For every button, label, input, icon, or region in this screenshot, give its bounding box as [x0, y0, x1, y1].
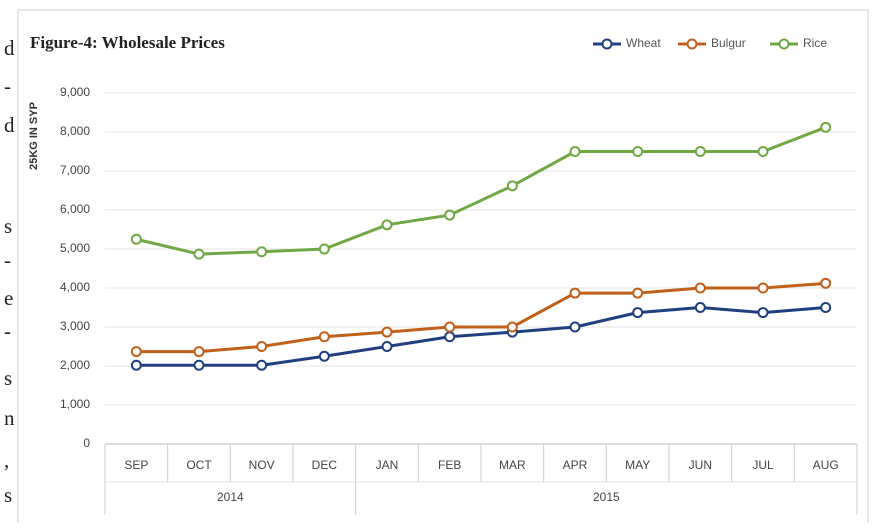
chart-title: Figure-4: Wholesale Prices [30, 33, 225, 52]
y-tick-label: 8,000 [60, 124, 90, 138]
x-tick-label: SEP [124, 458, 148, 472]
marker [318, 350, 330, 362]
marker [694, 146, 706, 157]
marker [632, 146, 644, 157]
x-tick-label: FEB [438, 458, 461, 472]
y-tick-label: 1,000 [60, 397, 90, 411]
legend-marker [778, 38, 790, 50]
marker [444, 331, 456, 343]
marker [193, 346, 205, 358]
legend-label: Rice [803, 36, 827, 50]
x-tick-label: OCT [186, 458, 212, 472]
marker [130, 359, 142, 371]
group-label: 2015 [593, 490, 620, 504]
margin-text: d [4, 113, 15, 137]
group-label: 2014 [217, 490, 244, 504]
marker [130, 233, 142, 245]
x-tick-label: MAR [499, 458, 526, 472]
marker [381, 326, 393, 338]
marker [694, 282, 706, 294]
marker [506, 180, 518, 192]
marker [757, 146, 769, 157]
marker [318, 331, 330, 343]
marker [632, 287, 644, 299]
marker [632, 307, 644, 319]
x-tick-label: DEC [312, 458, 338, 472]
marker [444, 209, 456, 221]
y-tick-label: 5,000 [60, 241, 90, 255]
marker [318, 243, 330, 255]
margin-text: e [4, 286, 13, 310]
y-axis-label: 25KG IN SYP [28, 102, 40, 170]
marker [256, 359, 268, 371]
legend-label: Bulgur [711, 36, 746, 50]
legend-label: Wheat [626, 36, 661, 50]
x-tick-label: AUG [813, 458, 839, 472]
marker [820, 277, 832, 289]
margin-text: s [4, 366, 12, 390]
marker [256, 246, 268, 258]
margin-text: - [4, 74, 11, 98]
marker [569, 146, 581, 157]
y-tick-label: 7,000 [60, 163, 90, 177]
margin-text: , [4, 448, 9, 472]
marker [130, 346, 142, 358]
x-tick-label: JUN [689, 458, 712, 472]
marker [820, 302, 832, 313]
marker [820, 121, 832, 133]
margin-text: n [4, 406, 15, 430]
marker [193, 248, 205, 260]
marker [444, 321, 456, 333]
margin-text: d [4, 36, 15, 60]
margin-text: - [4, 248, 11, 272]
marker [694, 302, 706, 313]
y-tick-label: 6,000 [60, 202, 90, 216]
marker [757, 307, 769, 319]
x-tick-label: MAY [625, 458, 650, 472]
y-tick-label: 2,000 [60, 358, 90, 372]
marker [256, 341, 268, 352]
y-tick-label: 0 [83, 436, 90, 450]
x-tick-label: JAN [376, 458, 399, 472]
marker [569, 287, 581, 299]
legend-marker [686, 38, 698, 50]
y-tick-label: 9,000 [60, 85, 90, 99]
chart-frame [17, 9, 869, 528]
series-line [136, 281, 826, 354]
marker [193, 359, 205, 371]
margin-text: s [4, 214, 12, 238]
legend-marker [601, 38, 613, 50]
series-line [136, 305, 826, 367]
margin-text: s [4, 483, 12, 507]
marker [757, 282, 769, 294]
x-tick-label: JUL [752, 458, 774, 472]
series-line [135, 125, 827, 256]
x-tick-label: APR [563, 458, 588, 472]
marker [381, 341, 393, 352]
marker [569, 321, 581, 333]
margin-text: - [4, 319, 11, 343]
marker [506, 321, 518, 333]
x-tick-label: NOV [249, 458, 275, 472]
y-tick-label: 4,000 [60, 280, 90, 294]
marker [381, 219, 393, 231]
y-tick-label: 3,000 [60, 319, 90, 333]
